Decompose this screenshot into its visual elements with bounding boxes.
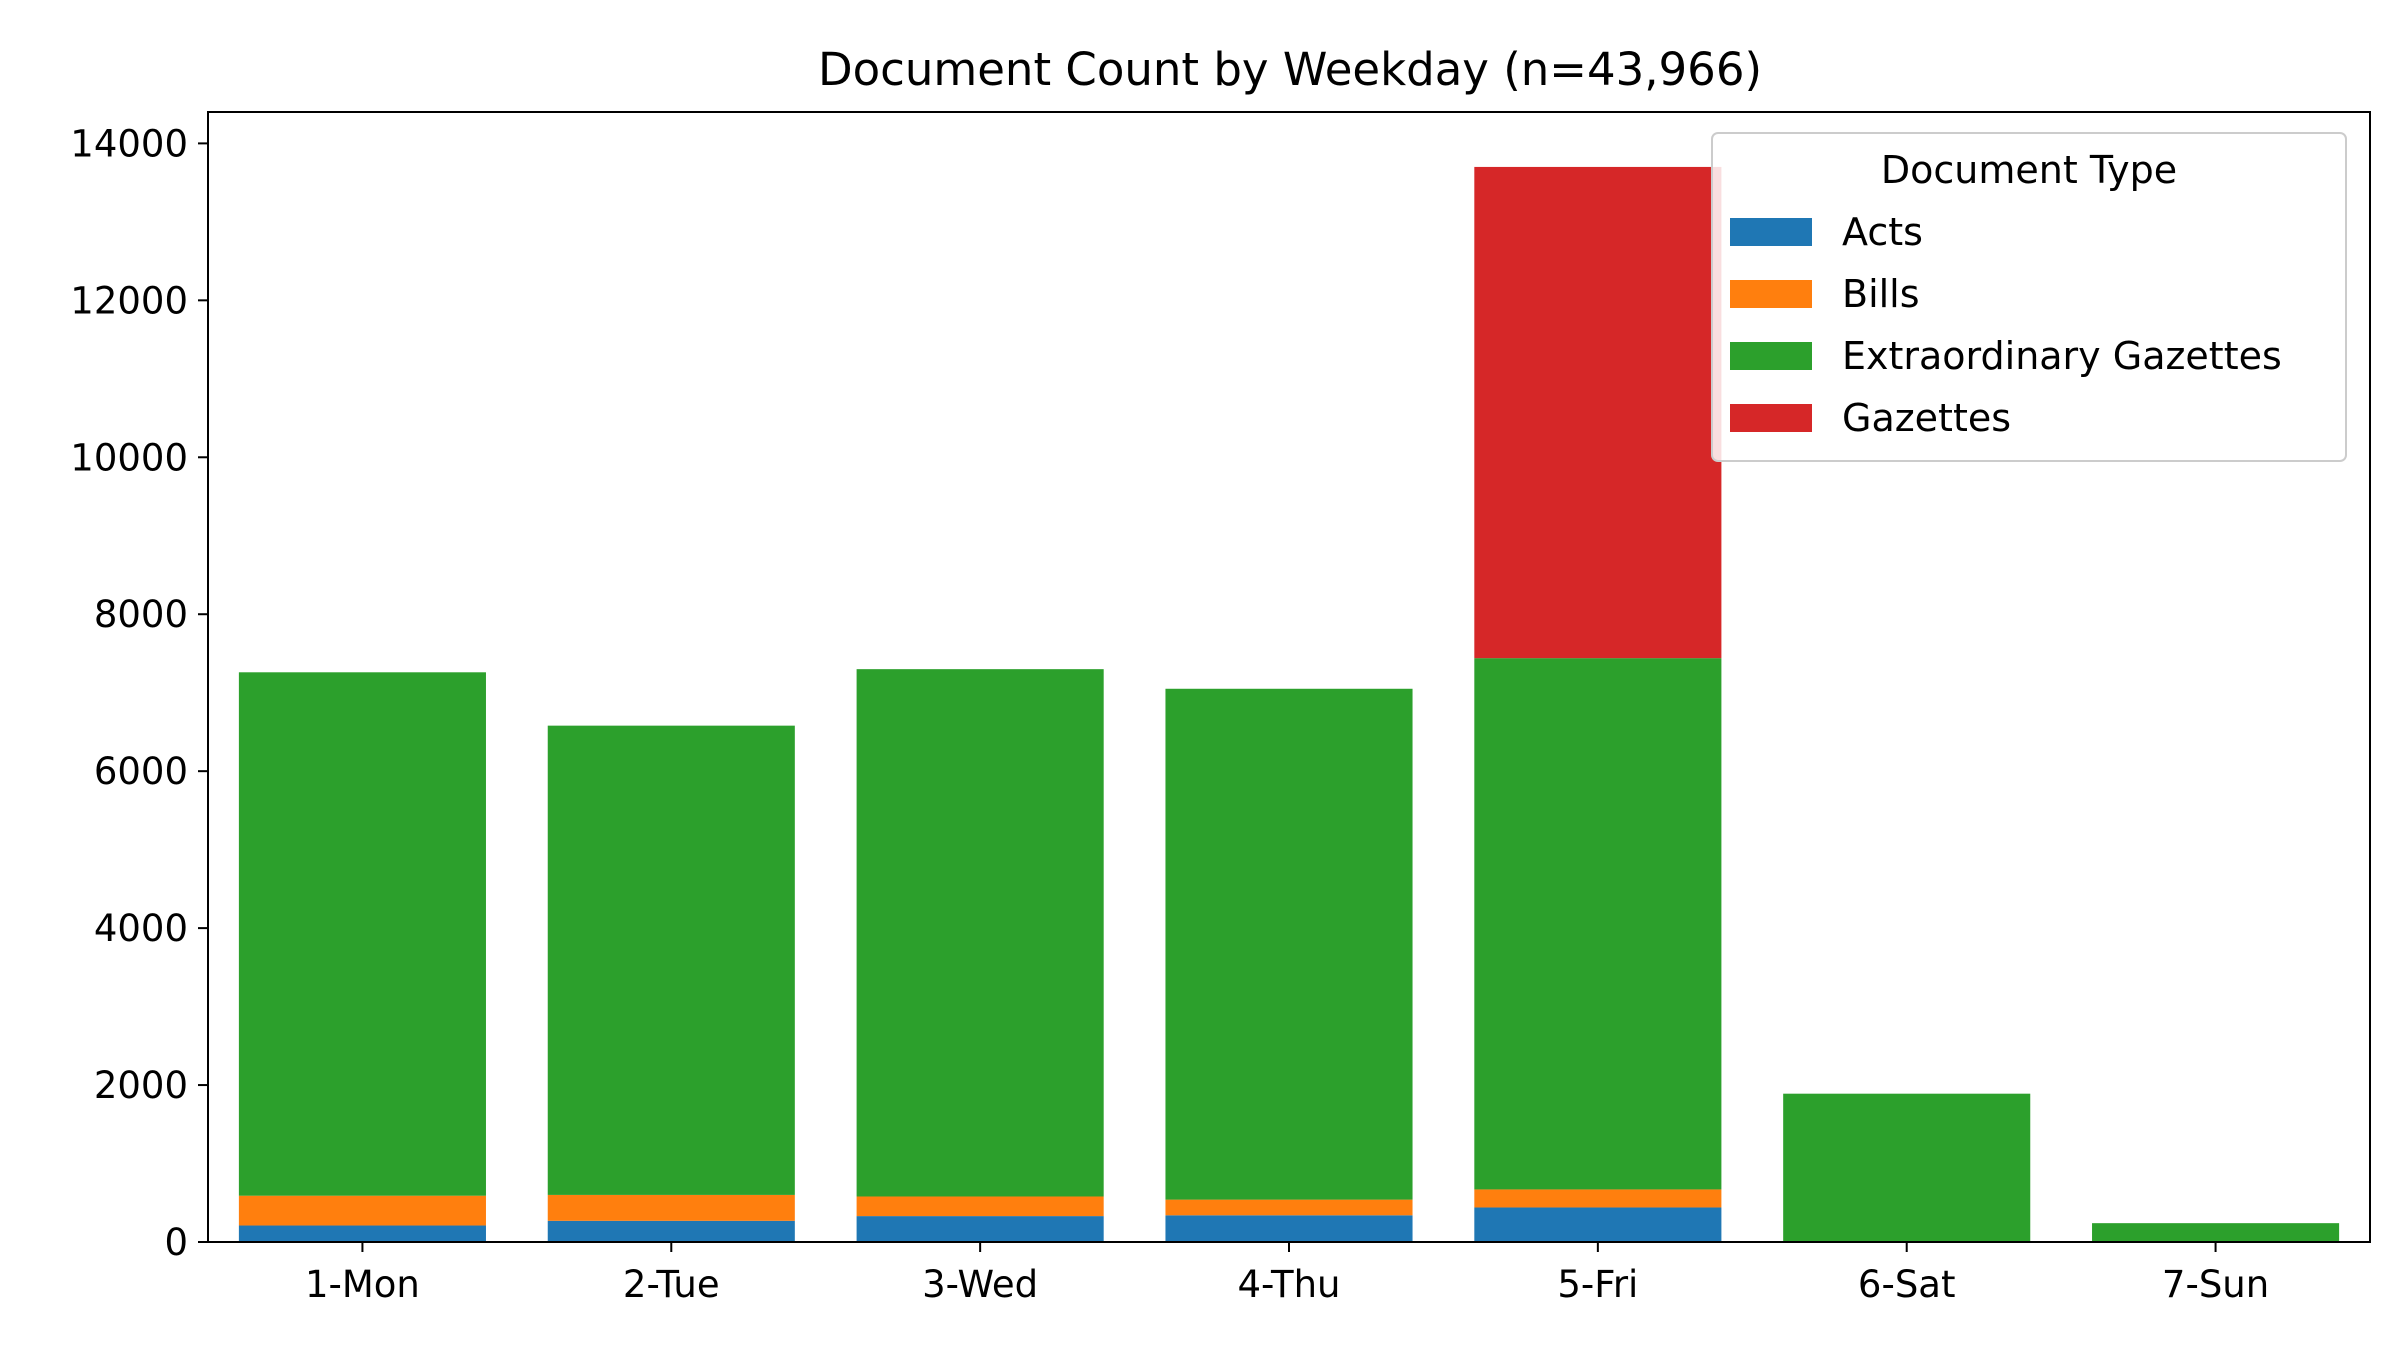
bar-bills-1-mon xyxy=(238,1195,486,1226)
legend-box xyxy=(1711,132,2347,462)
plot-frame xyxy=(207,111,2371,1243)
legend: Document Type Acts Bills Extraordinary Gaze… xyxy=(1711,132,2347,462)
y-tick-label: 6000 xyxy=(94,750,188,793)
bar-acts-4-thu xyxy=(1165,1215,1413,1242)
legend-title: Document Type xyxy=(1881,148,2177,192)
bar-bills-3-wed xyxy=(856,1196,1104,1217)
bar-extraordinary-gazettes-3-wed xyxy=(856,669,1104,1197)
bar-acts-1-mon xyxy=(238,1225,486,1242)
chart-title: Document Count by Weekday (n=43,966) xyxy=(818,43,1762,96)
x-tick-label: 3-Wed xyxy=(922,1263,1038,1306)
bar-extraordinary-gazettes-6-sat xyxy=(1783,1093,2031,1242)
bar-bills-2-tue xyxy=(547,1194,795,1221)
x-tick-label: 4-Thu xyxy=(1238,1263,1341,1306)
bars-layer xyxy=(238,166,2340,1242)
x-tick-label: 7-Sun xyxy=(2162,1263,2269,1306)
legend-swatch-extraordinary-gazettes xyxy=(1730,342,1812,370)
bar-acts-2-tue xyxy=(547,1220,795,1242)
x-tick-label: 2-Tue xyxy=(623,1263,720,1306)
x-tick-label: 1-Mon xyxy=(305,1263,420,1306)
y-tick-label: 12000 xyxy=(70,279,188,322)
legend-swatch-gazettes xyxy=(1730,404,1812,432)
bar-extraordinary-gazettes-7-sun xyxy=(2092,1223,2340,1242)
bar-bills-4-thu xyxy=(1165,1199,1413,1216)
y-tick-label: 4000 xyxy=(94,907,188,950)
bar-bills-5-fri xyxy=(1474,1189,1722,1208)
legend-swatch-bills xyxy=(1730,280,1812,308)
legend-label-gazettes: Gazettes xyxy=(1842,396,2011,440)
bar-extraordinary-gazettes-4-thu xyxy=(1165,688,1413,1200)
y-tick-label: 8000 xyxy=(94,593,188,636)
legend-label-acts: Acts xyxy=(1842,210,1923,254)
axes-layer: 1-Mon 2-Tue 3-Wed 4-Thu 5-Fri 6-Sat 7-Sun 0 2000… xyxy=(70,122,2269,1306)
y-tick-label: 10000 xyxy=(70,436,188,479)
bar-extraordinary-gazettes-2-tue xyxy=(547,725,795,1195)
bar-gazettes-5-fri xyxy=(1474,166,1722,659)
y-tick-label: 14000 xyxy=(70,122,188,165)
y-tick-label: 0 xyxy=(164,1221,188,1264)
legend-label-bills: Bills xyxy=(1842,272,1920,316)
y-tick-label: 2000 xyxy=(94,1064,188,1107)
bar-extraordinary-gazettes-5-fri xyxy=(1474,658,1722,1190)
bar-extraordinary-gazettes-1-mon xyxy=(238,672,486,1196)
legend-swatch-acts xyxy=(1730,218,1812,246)
x-tick-label: 5-Fri xyxy=(1557,1263,1638,1306)
x-tick-label: 6-Sat xyxy=(1858,1263,1956,1306)
bar-acts-3-wed xyxy=(856,1216,1104,1242)
bar-acts-5-fri xyxy=(1474,1207,1722,1242)
legend-label-extraordinary-gazettes: Extraordinary Gazettes xyxy=(1842,334,2282,378)
